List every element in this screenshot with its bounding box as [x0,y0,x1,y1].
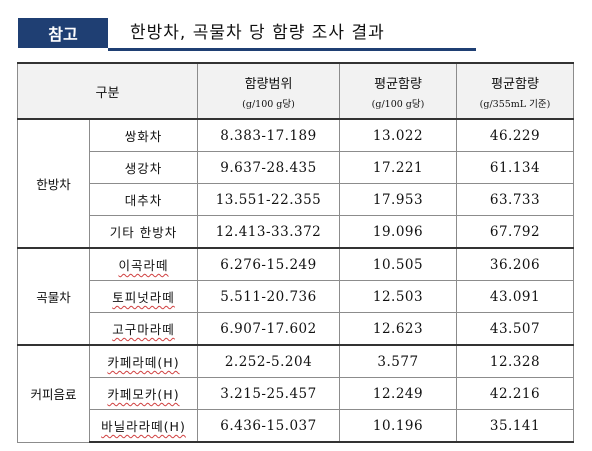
range-cell: 9.637-28.435 [197,151,340,184]
table-row: 한방차 쌍화차 8.383-17.189 13.022 46.229 [17,118,574,249]
range-cell: 8.383-17.189 [197,118,340,152]
range-cell: 2.252-5.204 [197,344,340,378]
reference-badge: 참고 [18,18,108,48]
table-row: 대추차 13.551-22.355 17.953 63.733 [18,183,574,216]
avg355-cell: 46.229 [456,118,574,152]
avg355-cell: 36.206 [456,247,574,281]
range-cell: 6.276-15.249 [197,247,340,281]
header-category: 구분 [17,62,198,120]
title-underline [108,48,476,51]
avg355-cell: 35.141 [456,409,574,443]
avg355-cell: 43.507 [456,312,574,346]
item-name: 이곡라떼 [89,247,198,281]
avg355-cell: 43.091 [456,280,574,313]
section-header: 참고 한방차, 곡물차 당 함량 조사 결과 [18,18,476,51]
avg100-cell: 17.953 [339,183,457,216]
range-cell: 6.907-17.602 [197,312,340,346]
table-row: 기타 한방차 12.413-33.372 19.096 67.792 [18,215,574,249]
range-cell: 5.511-20.736 [197,280,340,313]
table-row: 곡물차 이곡라떼 6.276-15.249 10.505 36.206 [17,247,574,346]
item-name: 기타 한방차 [89,215,198,249]
sugar-content-table: 구분 함량범위 (g/100 g당) 평균함량 (g/100 g당) 평균함량 … [17,62,574,443]
avg100-cell: 10.196 [339,409,457,443]
group-label: 커피음료 [17,344,90,443]
range-cell: 12.413-33.372 [197,215,340,249]
item-name: 쌍화차 [89,118,198,152]
table-header-row: 구분 함량범위 (g/100 g당) 평균함량 (g/100 g당) 평균함량 … [17,62,574,120]
header-range: 함량범위 (g/100 g당) [197,62,340,120]
avg100-cell: 3.577 [339,344,457,378]
item-name: 카페라떼(H) [89,344,198,378]
range-cell: 3.215-25.457 [197,377,340,410]
avg355-cell: 63.733 [456,183,574,216]
avg355-cell: 61.134 [456,151,574,184]
item-name: 카페모카(H) [89,377,198,410]
group-label: 한방차 [17,118,90,249]
range-cell: 13.551-22.355 [197,183,340,216]
range-cell: 6.436-15.037 [197,409,340,443]
header-avg-per-100g: 평균함량 (g/100 g당) [339,62,457,120]
item-name: 대추차 [89,183,198,216]
group-label: 곡물차 [17,247,90,346]
table-row: 고구마라떼 6.907-17.602 12.623 43.507 [18,312,574,346]
item-name: 토피넛라떼 [89,280,198,313]
avg100-cell: 19.096 [339,215,457,249]
table-row: 토피넛라떼 5.511-20.736 12.503 43.091 [18,280,574,313]
table-row: 바닐라라떼(H) 6.436-15.037 10.196 35.141 [18,409,574,443]
avg100-cell: 12.249 [339,377,457,410]
item-name: 생강차 [89,151,198,184]
item-name: 바닐라라떼(H) [89,409,198,443]
avg355-cell: 12.328 [456,344,574,378]
avg100-cell: 12.623 [339,312,457,346]
avg355-cell: 67.792 [456,215,574,249]
item-name: 고구마라떼 [89,312,198,346]
table-row: 생강차 9.637-28.435 17.221 61.134 [18,151,574,184]
avg100-cell: 13.022 [339,118,457,152]
avg355-cell: 42.216 [456,377,574,410]
header-avg-per-355ml: 평균함량 (g/355mL 기준) [456,62,574,120]
table-row: 커피음료 카페라떼(H) 2.252-5.204 3.577 12.328 [17,344,574,443]
avg100-cell: 12.503 [339,280,457,313]
avg100-cell: 10.505 [339,247,457,281]
page-title: 한방차, 곡물차 당 함량 조사 결과 [130,23,385,43]
table-row: 카페모카(H) 3.215-25.457 12.249 42.216 [18,377,574,410]
avg100-cell: 17.221 [339,151,457,184]
